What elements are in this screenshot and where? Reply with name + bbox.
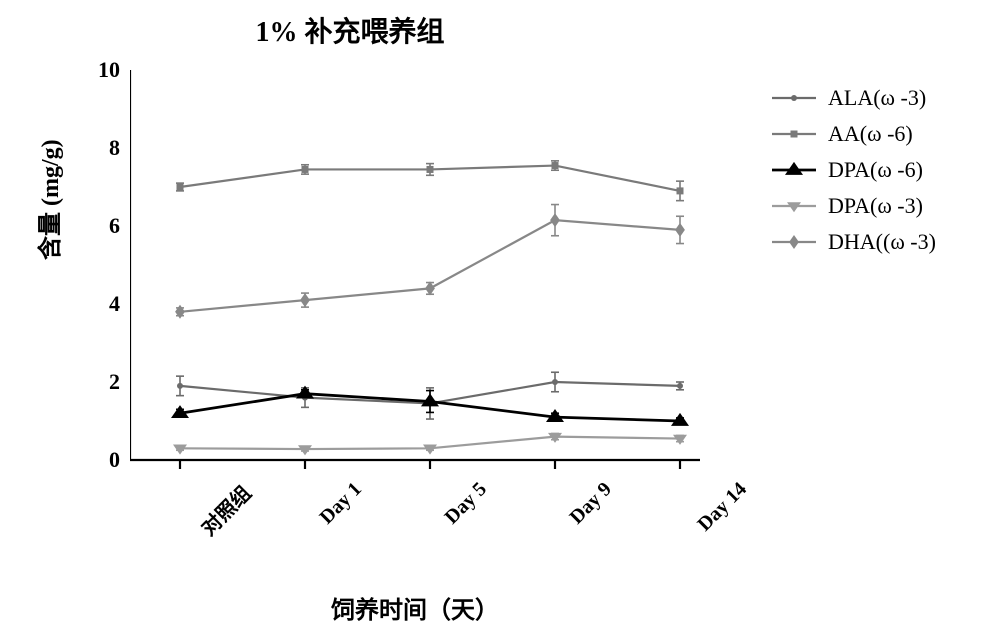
y-tick-label: 4 (80, 291, 120, 317)
legend-label: DPA(ω -3) (828, 193, 923, 219)
x-tick-label: Day 1 (315, 478, 366, 529)
legend-item: DPA(ω -3) (770, 188, 936, 224)
chart-svg (130, 70, 700, 480)
chart-title: 1% 补充喂养组 (0, 10, 700, 50)
x-tick-label: Day 14 (693, 478, 751, 536)
legend-label: DHA((ω -3) (828, 229, 936, 255)
legend: ALA(ω -3) AA(ω -6) DPA(ω -6) DPA(ω -3) DHA((… (770, 80, 936, 260)
y-axis-label: 含量 (mg/g) (30, 139, 65, 260)
legend-swatch (770, 88, 818, 108)
y-tick-label: 10 (80, 57, 120, 83)
x-tick-label: Day 5 (440, 478, 491, 529)
legend-item: AA(ω -6) (770, 116, 936, 152)
legend-swatch (770, 196, 818, 216)
y-tick-label: 0 (80, 447, 120, 473)
legend-swatch (770, 232, 818, 252)
y-tick-label: 8 (80, 135, 120, 161)
legend-label: ALA(ω -3) (828, 85, 926, 111)
x-tick-label: Day 9 (565, 478, 616, 529)
legend-swatch (770, 160, 818, 180)
legend-label: AA(ω -6) (828, 121, 913, 147)
legend-item: DPA(ω -6) (770, 152, 936, 188)
legend-item: DHA((ω -3) (770, 224, 936, 260)
legend-label: DPA(ω -6) (828, 157, 923, 183)
y-tick-label: 2 (80, 369, 120, 395)
y-tick-label: 6 (80, 213, 120, 239)
legend-swatch (770, 124, 818, 144)
plot-area (130, 70, 700, 460)
legend-item: ALA(ω -3) (770, 80, 936, 116)
x-axis-label: 饲养时间（天） (130, 590, 700, 625)
x-tick-label: 对照组 (194, 478, 257, 541)
